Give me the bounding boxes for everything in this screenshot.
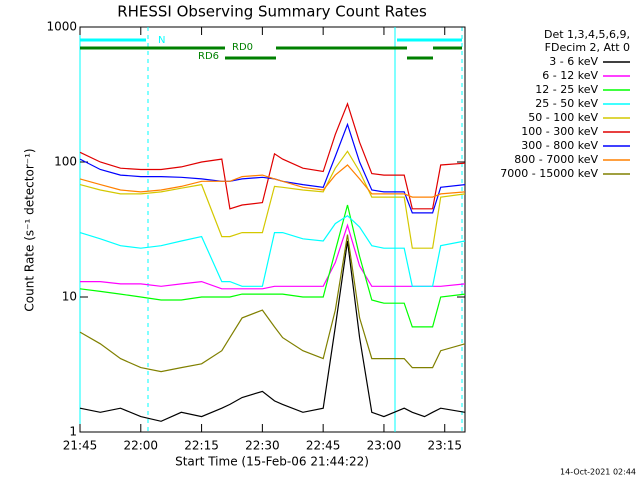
legend-label: 50 - 100 keV [528, 111, 598, 124]
y-tick-label: 1 [69, 425, 77, 439]
x-tick-label: 22:00 [123, 439, 158, 453]
series-line [79, 214, 466, 287]
x-tick-label: 22:45 [306, 439, 341, 453]
chart-title: RHESSI Observing Summary Count Rates [117, 3, 427, 21]
x-tick-label: 22:15 [184, 439, 219, 453]
series-line [79, 164, 466, 198]
series-line [79, 240, 466, 422]
series-line [79, 204, 466, 328]
series-line [79, 122, 466, 214]
legend-label: 7000 - 15000 keV [500, 167, 598, 180]
legend-label: 6 - 12 keV [542, 69, 598, 82]
x-tick-label: 23:00 [367, 439, 402, 453]
x-axis-label: Start Time (15-Feb-06 21:44:22) [175, 455, 369, 469]
legend-label: 12 - 25 keV [535, 83, 598, 96]
legend-label: 800 - 7000 keV [514, 153, 598, 166]
footer: 14-Oct-2021 02:44 [560, 468, 636, 477]
rd0-label: RD0 [232, 42, 253, 53]
y-tick-label: 100 [54, 155, 77, 169]
legend-label: 100 - 300 keV [521, 125, 598, 138]
legend-header: FDecim 2, Att 0 [545, 41, 630, 54]
x-tick-label: 23:15 [427, 439, 462, 453]
rd6-label: RD6 [198, 51, 219, 62]
x-tick-label: 22:30 [245, 439, 280, 453]
legend-label: 3 - 6 keV [549, 55, 598, 68]
legend-header: Det 1,3,4,5,6,9, [544, 28, 630, 41]
night-label: N [158, 35, 165, 46]
y-axis-label: Count Rate (s⁻¹ detector⁻¹) [23, 148, 37, 311]
legend-label: 25 - 50 keV [535, 97, 598, 110]
y-tick-label: 1000 [46, 20, 77, 34]
series-line [79, 150, 466, 249]
x-tick-label: 21:45 [63, 439, 98, 453]
plot-frame [79, 26, 466, 433]
series-line [79, 234, 466, 373]
series-line [79, 102, 466, 210]
y-tick-label: 10 [62, 290, 77, 304]
series-line [80, 223, 466, 290]
legend-label: 300 - 800 keV [521, 139, 598, 152]
